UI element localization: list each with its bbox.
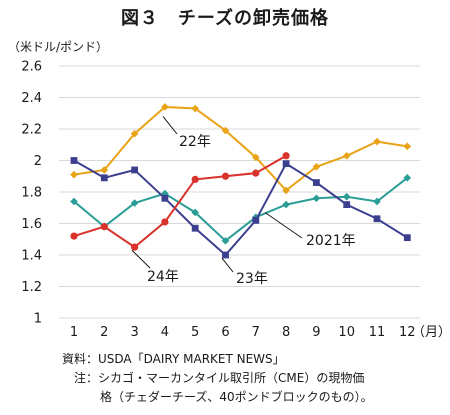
note-line-2: 格（チェダーチーズ、40ポンドブロックのもの）。 xyxy=(100,390,373,404)
x-tick-label: 2 xyxy=(100,325,108,340)
x-tick-label: 5 xyxy=(191,325,199,340)
series-label: 22年 xyxy=(179,134,211,150)
y-tick-label: 2.6 xyxy=(21,60,42,75)
source-line: 資料：USDA「DAIRY MARKET NEWS」 xyxy=(62,352,285,366)
data-point xyxy=(312,194,321,203)
data-point xyxy=(161,189,169,198)
data-point xyxy=(282,200,290,209)
label-leader-line xyxy=(264,212,303,239)
x-tick-label: 1 xyxy=(70,325,78,340)
data-point xyxy=(131,243,139,251)
data-point xyxy=(191,208,199,217)
data-point xyxy=(221,237,230,245)
data-point xyxy=(403,142,412,151)
data-point xyxy=(131,166,138,174)
x-tick-label: 12 xyxy=(399,325,416,340)
y-tick-label: 1.4 xyxy=(21,249,42,264)
data-point xyxy=(403,174,412,182)
data-point xyxy=(161,218,169,226)
y-tick-label: 1.8 xyxy=(21,186,42,201)
data-point xyxy=(313,179,320,186)
x-tick-label: 3 xyxy=(130,325,138,340)
x-tick-label: 11 xyxy=(369,325,386,340)
data-point xyxy=(161,194,169,202)
series-line xyxy=(73,159,408,257)
chart-title: 図３ チーズの卸売価格 xyxy=(120,8,330,29)
series-line xyxy=(73,105,408,192)
data-point xyxy=(252,216,260,224)
grid-layer xyxy=(59,65,420,319)
data-point xyxy=(373,215,381,223)
data-point xyxy=(191,224,199,232)
y-axis-unit-label: （米ドル/ポンド） xyxy=(8,40,109,54)
data-point xyxy=(282,186,290,195)
data-point xyxy=(70,157,78,164)
series-label: 24年 xyxy=(147,269,179,285)
x-tick-label: 9 xyxy=(312,325,320,340)
data-point xyxy=(403,234,411,242)
data-point xyxy=(191,104,199,113)
source-note: 資料：USDA「DAIRY MARKET NEWS」 注：シカゴ・マーカンタイル… xyxy=(62,350,373,407)
x-tick-label: 10 xyxy=(338,325,355,340)
series-line xyxy=(73,177,408,243)
y-tick-label: 1 xyxy=(34,312,42,327)
label-leader-line xyxy=(221,257,234,273)
series-label: 2021年 xyxy=(306,233,356,249)
x-tick-label: 8 xyxy=(282,325,290,340)
y-tick-label: 2 xyxy=(34,154,42,169)
data-point xyxy=(100,166,109,174)
x-tick-label: 6 xyxy=(221,325,229,340)
data-point xyxy=(252,169,260,177)
data-point xyxy=(252,153,260,162)
x-axis-unit-label: （月） xyxy=(412,325,450,340)
series-label: 23年 xyxy=(236,271,268,287)
data-point xyxy=(130,129,139,138)
data-point xyxy=(282,160,290,168)
data-point xyxy=(100,223,108,231)
data-point xyxy=(342,192,351,201)
data-point xyxy=(70,232,78,240)
x-tick-label: 7 xyxy=(252,325,260,340)
y-tick-label: 1.2 xyxy=(21,280,42,295)
y-tick-label: 1.6 xyxy=(21,217,42,232)
data-point xyxy=(373,137,381,146)
data-point xyxy=(373,197,381,206)
data-point xyxy=(222,251,229,259)
series-line xyxy=(73,154,287,249)
label-layer: 22年 2021年 24年 23年 xyxy=(131,116,356,287)
data-point xyxy=(312,163,321,171)
data-point xyxy=(221,126,230,135)
data-point xyxy=(70,170,78,179)
data-point xyxy=(70,197,78,206)
note-line-1: 注：シカゴ・マーカンタイル取引所（CME）の現物価 xyxy=(74,371,365,385)
data-point xyxy=(342,151,351,160)
data-point xyxy=(282,152,290,160)
y-tick-label: 2.2 xyxy=(21,123,42,138)
label-leader-line xyxy=(131,249,151,269)
data-point xyxy=(130,199,139,207)
data-point xyxy=(100,174,108,182)
data-point xyxy=(161,103,169,111)
data-point xyxy=(343,201,351,208)
series-layer xyxy=(70,103,412,259)
label-leader-line xyxy=(162,116,178,135)
data-point xyxy=(221,172,230,180)
axis-layer: 11.21.41.61.822.22.42.61 2 3 4 5 6 7 8 9 10 11 12（月… xyxy=(21,60,450,341)
y-tick-label: 2.4 xyxy=(21,91,42,106)
line-chart: 11.21.41.61.822.22.42.61 2 3 4 5 6 7 8 9 10 11 12（月… xyxy=(21,60,450,341)
x-tick-label: 4 xyxy=(161,325,169,340)
data-point xyxy=(191,175,199,183)
